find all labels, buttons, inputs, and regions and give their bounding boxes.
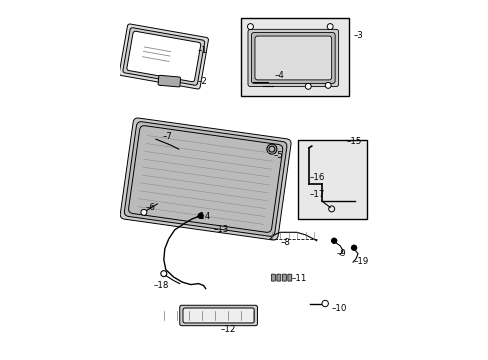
FancyBboxPatch shape [124, 122, 286, 236]
Circle shape [305, 84, 310, 89]
FancyBboxPatch shape [119, 24, 208, 89]
FancyBboxPatch shape [158, 75, 180, 87]
Circle shape [328, 25, 331, 28]
Text: –15: –15 [346, 137, 361, 146]
Text: –18: –18 [154, 281, 169, 290]
FancyBboxPatch shape [271, 274, 275, 281]
Circle shape [142, 211, 145, 214]
Bar [240, 18, 348, 96]
Text: –5: –5 [273, 150, 283, 159]
FancyBboxPatch shape [180, 305, 257, 326]
Text: –6: –6 [145, 203, 156, 212]
Circle shape [351, 245, 356, 250]
FancyBboxPatch shape [120, 118, 290, 240]
Text: –1: –1 [197, 46, 206, 55]
Circle shape [306, 85, 309, 88]
Circle shape [331, 238, 336, 243]
Circle shape [325, 83, 330, 88]
Text: –8: –8 [280, 238, 290, 247]
Text: –19: –19 [353, 257, 368, 266]
FancyBboxPatch shape [282, 274, 286, 281]
Circle shape [198, 213, 203, 219]
Circle shape [323, 302, 326, 306]
Circle shape [322, 301, 327, 306]
Text: –7: –7 [162, 132, 172, 141]
FancyBboxPatch shape [126, 31, 201, 82]
Text: –10: –10 [331, 304, 346, 313]
Text: –17: –17 [308, 190, 324, 199]
FancyBboxPatch shape [122, 28, 204, 85]
Circle shape [327, 24, 332, 29]
Text: –3: –3 [352, 31, 362, 40]
FancyBboxPatch shape [247, 29, 338, 87]
Text: –11: –11 [291, 274, 306, 283]
Text: –14: –14 [195, 212, 211, 221]
FancyBboxPatch shape [276, 274, 280, 281]
Text: –12: –12 [220, 325, 236, 334]
Text: –16: –16 [308, 173, 324, 182]
Text: –9: –9 [336, 249, 346, 258]
FancyBboxPatch shape [287, 274, 291, 281]
Text: –2: –2 [197, 77, 206, 86]
Bar [298, 140, 366, 219]
Circle shape [326, 84, 329, 87]
Circle shape [248, 25, 252, 28]
Circle shape [141, 210, 146, 215]
Text: –4: –4 [274, 71, 284, 80]
FancyBboxPatch shape [254, 36, 331, 80]
FancyBboxPatch shape [183, 308, 254, 323]
FancyBboxPatch shape [251, 32, 334, 84]
Circle shape [247, 24, 253, 29]
Text: –13: –13 [213, 225, 228, 234]
